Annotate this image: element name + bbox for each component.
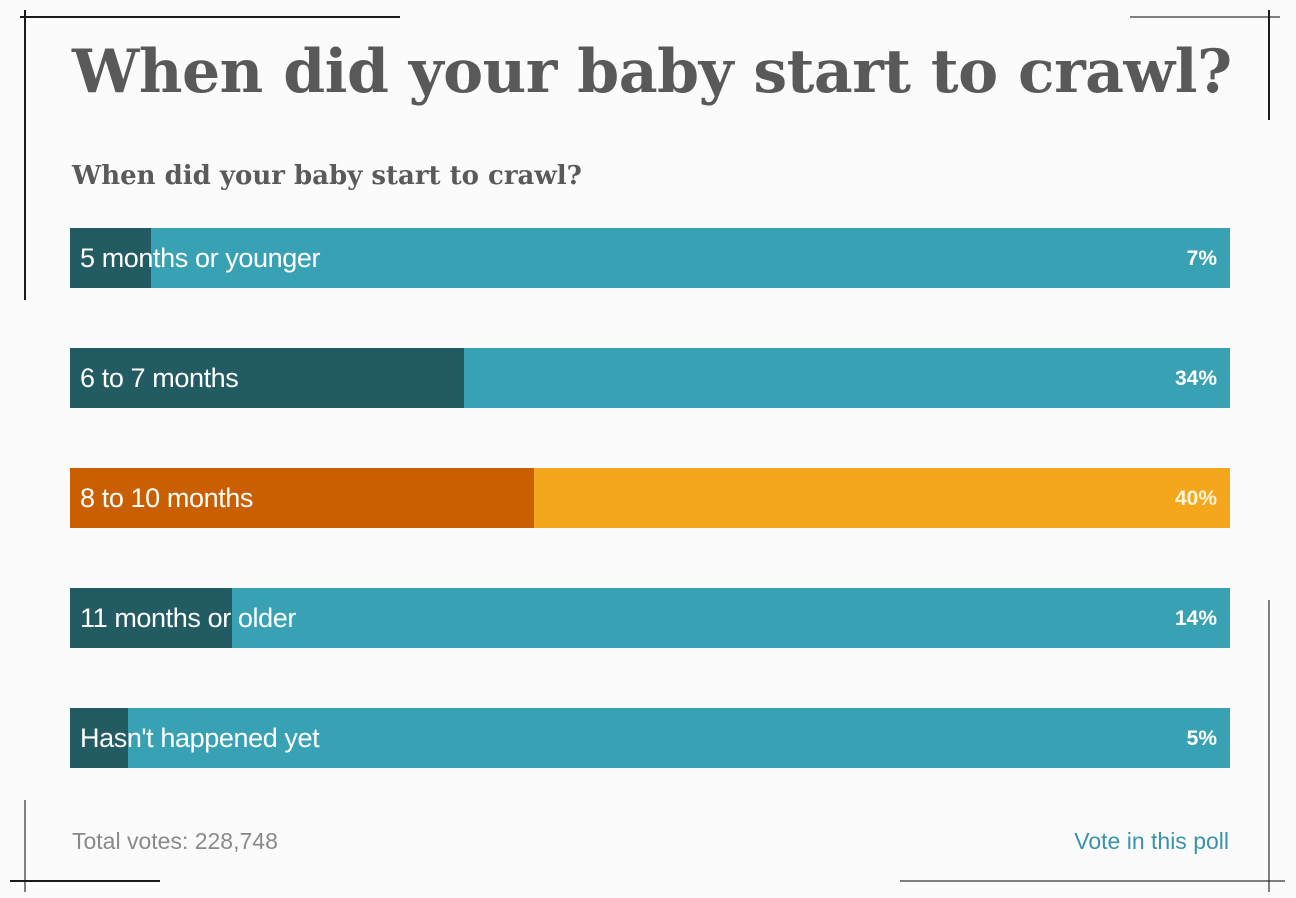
poll-option-label: 5 months or younger <box>80 243 321 273</box>
poll-option-label: 8 to 10 months <box>80 483 254 513</box>
frame-line-right-bottom <box>1268 600 1270 892</box>
frame-line-bottom-left <box>10 880 160 882</box>
poll-option-bar[interactable]: 11 months or older 14% <box>70 588 1230 648</box>
poll-option-bar[interactable]: Hasn't happened yet 5% <box>70 708 1230 768</box>
poll-option-percent: 7% <box>1186 247 1217 270</box>
poll-option-fill <box>70 468 534 528</box>
frame-line-left-bottom <box>24 800 26 892</box>
poll-option-percent: 34% <box>1174 367 1217 390</box>
poll-option-percent: 14% <box>1174 607 1217 630</box>
poll-question: When did your baby start to crawl? <box>72 161 582 191</box>
poll-option-fill <box>70 348 464 408</box>
poll-option-bar[interactable]: 8 to 10 months 40% <box>70 468 1230 528</box>
poll-option-fill <box>70 228 151 288</box>
poll-option-fill <box>70 588 232 648</box>
poll-option-percent: 40% <box>1174 487 1217 510</box>
page-title: When did your baby start to crawl? <box>72 37 1232 107</box>
poll-option-label: Hasn't happened yet <box>80 723 320 753</box>
poll-option-fill <box>70 708 128 768</box>
frame-line-right-top <box>1268 10 1270 120</box>
frame-line-left-top <box>24 10 26 300</box>
poll-option-bar[interactable]: 5 months or younger 7% <box>70 228 1230 288</box>
frame-line-top-left <box>20 16 400 18</box>
poll-option-percent: 5% <box>1186 727 1217 750</box>
total-votes: Total votes: 228,748 <box>72 828 278 854</box>
poll-option-bar[interactable]: 6 to 7 months 34% <box>70 348 1230 408</box>
poll-option-label: 6 to 7 months <box>80 363 239 393</box>
vote-in-poll-link[interactable]: Vote in this poll <box>1074 828 1229 854</box>
frame-line-bottom-right <box>900 880 1285 882</box>
poll-option-label: 11 months or older <box>80 603 296 633</box>
frame-line-top-right <box>1130 16 1280 18</box>
